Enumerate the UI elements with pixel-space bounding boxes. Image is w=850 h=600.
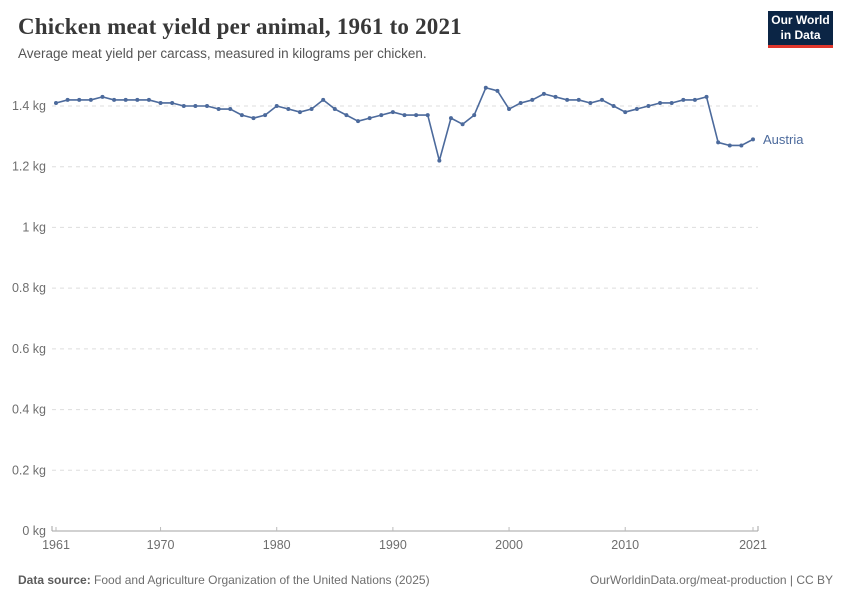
data-point[interactable] [565,97,570,102]
data-point[interactable] [414,113,419,118]
data-point[interactable] [402,113,407,118]
owid-logo[interactable]: Our World in Data [768,11,833,48]
data-point[interactable] [518,100,523,105]
data-source-text: Data source: Food and Agriculture Organi… [18,573,430,587]
owid-url-link[interactable]: OurWorldinData.org/meat-production | CC … [590,573,833,587]
data-point[interactable] [170,100,175,105]
x-tick-label: 2010 [611,538,639,552]
data-line[interactable] [55,86,754,162]
data-point[interactable] [146,97,151,102]
data-point[interactable] [228,107,233,112]
data-point[interactable] [356,119,361,124]
y-axis: 0 kg 0.2 kg 0.4 kg 0.6 kg 0.8 kg 1 kg 1.2 kg 1.… [12,99,46,538]
data-point[interactable] [367,116,372,121]
x-axis: 1961 1970 1980 1990 2000 2010 2021 [42,526,767,552]
data-point[interactable] [77,97,82,102]
data-point[interactable] [716,140,721,145]
data-series[interactable] [54,85,755,163]
data-point[interactable] [669,100,674,105]
data-point[interactable] [692,97,697,102]
series-label-austria[interactable]: Austria [763,132,804,147]
y-tick-label: 1.4 kg [12,99,46,113]
data-point[interactable] [751,137,755,142]
data-point[interactable] [646,104,651,108]
data-point[interactable] [472,113,477,118]
y-tick-label: 1 kg [22,220,46,234]
data-point[interactable] [611,104,616,108]
y-tick-label: 0.2 kg [12,463,46,477]
data-point[interactable] [239,113,244,118]
data-source-label: Data source: [18,573,91,587]
data-point[interactable] [309,107,314,112]
chart-footer: Data source: Food and Agriculture Organi… [18,573,833,587]
x-tick-label: 1970 [147,538,175,552]
data-point[interactable] [65,97,70,102]
data-point[interactable] [588,100,593,105]
data-point[interactable] [379,113,384,118]
x-tick-label: 1980 [263,538,291,552]
y-tick-label: 0.4 kg [12,403,46,417]
data-point[interactable] [576,97,581,102]
data-point[interactable] [158,100,163,105]
data-point[interactable] [425,113,430,118]
data-point[interactable] [495,88,500,93]
data-point[interactable] [112,97,117,102]
y-tick-label: 0.6 kg [12,342,46,356]
data-point[interactable] [704,94,709,99]
data-point[interactable] [286,107,291,112]
data-point[interactable] [297,110,302,115]
data-point[interactable] [123,97,128,102]
data-point[interactable] [681,97,686,102]
x-tick-label: 1990 [379,538,407,552]
page-subtitle: Average meat yield per carcass, measured… [18,46,427,61]
data-point[interactable] [634,107,639,112]
page-title: Chicken meat yield per animal, 1961 to 2… [18,14,462,39]
x-tick-label: 1961 [42,538,70,552]
chart-header: Chicken meat yield per animal, 1961 to 2… [18,14,832,61]
data-point[interactable] [344,113,349,118]
data-point[interactable] [216,107,221,112]
data-point[interactable] [88,97,93,102]
data-point[interactable] [541,91,546,96]
data-point[interactable] [739,143,744,148]
data-source-value: Food and Agriculture Organization of the… [90,573,430,587]
data-point[interactable] [553,94,558,99]
data-point[interactable] [483,85,488,90]
data-point[interactable] [727,143,732,148]
data-point[interactable] [390,110,395,115]
data-point[interactable] [321,97,326,102]
data-point[interactable] [530,97,535,102]
owid-logo-line2: in Data [780,28,821,42]
data-point[interactable] [135,97,140,102]
data-point[interactable] [263,113,268,118]
gridlines [52,105,758,471]
data-point[interactable] [332,107,337,112]
data-point[interactable] [251,116,256,121]
data-point[interactable] [54,100,58,105]
data-point[interactable] [507,107,512,112]
data-point[interactable] [658,100,663,105]
data-point[interactable] [437,158,442,163]
y-tick-label: 0 kg [22,524,46,538]
data-point[interactable] [460,122,465,127]
data-point[interactable] [448,116,453,121]
x-tick-label: 2021 [739,538,767,552]
data-point[interactable] [205,104,210,108]
x-tick-label: 2000 [495,538,523,552]
data-point[interactable] [100,94,105,99]
data-point[interactable] [623,110,628,115]
data-point[interactable] [274,104,279,108]
data-point[interactable] [599,97,604,102]
y-tick-label: 1.2 kg [12,160,46,174]
data-point[interactable] [181,104,186,108]
y-tick-label: 0.8 kg [12,281,46,295]
owid-logo-line1: Our World [771,13,830,27]
data-point[interactable] [193,104,198,108]
